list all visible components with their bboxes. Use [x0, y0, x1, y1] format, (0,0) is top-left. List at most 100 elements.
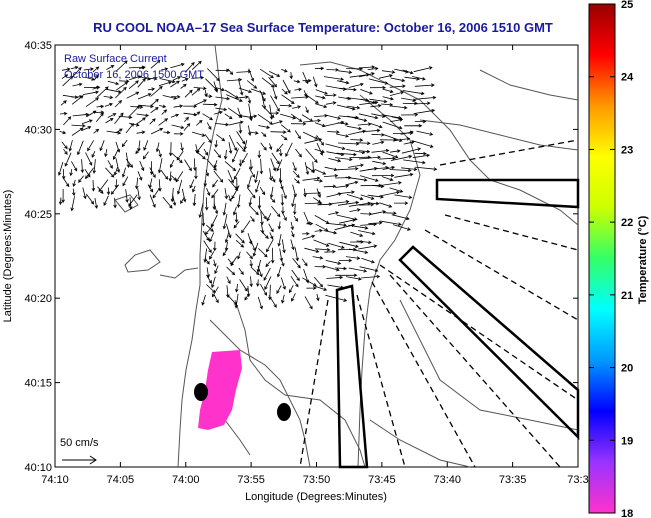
- current-vector: [202, 113, 214, 121]
- current-vector: [71, 95, 84, 105]
- current-vector: [293, 79, 301, 84]
- current-vector: [233, 168, 241, 180]
- current-vector: [61, 74, 69, 80]
- current-vector: [203, 180, 208, 188]
- current-vector: [60, 100, 67, 106]
- current-vector: [214, 122, 230, 127]
- plot-area: [54, 44, 579, 468]
- current-vector: [295, 148, 302, 158]
- current-vector: [414, 95, 437, 100]
- current-vector: [276, 159, 283, 172]
- current-vector: [327, 130, 340, 134]
- current-vector: [248, 68, 255, 82]
- current-vector: [293, 215, 299, 222]
- current-vector: [97, 186, 104, 195]
- current-vector: [129, 122, 140, 127]
- current-vector: [223, 149, 228, 160]
- current-vector: [302, 231, 310, 236]
- current-vector: [337, 200, 360, 206]
- current-vector: [85, 152, 93, 166]
- current-vector: [358, 113, 379, 120]
- current-vector: [196, 141, 205, 154]
- current-vector: [280, 113, 297, 120]
- current-vector: [224, 113, 233, 120]
- current-vector: [356, 240, 372, 245]
- y-tick-label: 40:15: [24, 378, 52, 390]
- current-vector: [158, 81, 172, 87]
- current-vector: [358, 149, 371, 154]
- current-vector: [238, 87, 253, 94]
- current-vector: [235, 233, 245, 244]
- current-vector: [149, 194, 156, 208]
- colorbar-tick-label: 18: [621, 508, 633, 518]
- colorbar-tick-label: 24: [621, 72, 634, 84]
- current-vector: [59, 130, 67, 135]
- current-vector: [259, 186, 266, 196]
- current-vector: [401, 167, 418, 171]
- current-vector: [105, 118, 114, 124]
- current-vector: [201, 212, 206, 227]
- current-vector: [326, 275, 344, 280]
- current-vector: [259, 68, 274, 79]
- current-vector: [184, 61, 195, 73]
- current-vector: [382, 96, 394, 101]
- current-vector: [285, 142, 293, 157]
- current-vector: [394, 172, 414, 178]
- current-vector: [181, 78, 189, 82]
- current-vector: [258, 206, 267, 220]
- current-vector: [282, 212, 287, 221]
- current-vector: [206, 274, 212, 284]
- current-vector: [336, 152, 357, 157]
- current-vector: [224, 161, 237, 172]
- current-vector: [93, 128, 100, 134]
- current-vector: [270, 158, 277, 172]
- current-vector: [236, 194, 241, 209]
- current-vector: [137, 188, 141, 201]
- current-vector: [171, 94, 181, 99]
- current-vector: [205, 169, 209, 177]
- current-vector: [276, 143, 284, 153]
- current-vector: [389, 149, 401, 153]
- current-vector: [61, 189, 65, 204]
- current-vector: [130, 105, 144, 109]
- current-vector: [227, 169, 234, 184]
- current-vector: [191, 131, 206, 137]
- current-vector: [159, 78, 176, 84]
- colorbar-tick-label: 20: [621, 363, 633, 375]
- current-vector: [268, 295, 277, 308]
- current-vector: [338, 70, 353, 74]
- current-vector: [414, 151, 427, 156]
- current-vector: [292, 170, 300, 178]
- current-vector: [64, 152, 72, 167]
- current-vector: [249, 276, 253, 288]
- current-vector: [358, 202, 375, 207]
- current-vector: [63, 148, 68, 155]
- current-vector: [304, 162, 310, 176]
- current-vector: [247, 125, 252, 137]
- current-vector: [392, 224, 411, 231]
- current-vector: [99, 140, 105, 152]
- current-vector: [272, 87, 278, 100]
- current-vector: [294, 130, 301, 140]
- current-vector: [324, 249, 336, 254]
- current-vector: [314, 247, 331, 252]
- current-vector: [137, 93, 152, 100]
- y-axis-label: Latitude (Degrees:Minutes): [2, 190, 14, 323]
- current-vector: [126, 91, 140, 99]
- current-vector: [215, 96, 231, 101]
- current-vector: [204, 134, 212, 144]
- current-vector: [191, 75, 205, 80]
- scale-label: 50 cm/s: [60, 437, 99, 449]
- current-vector: [246, 187, 256, 199]
- current-vector: [71, 66, 82, 78]
- current-vector: [214, 265, 219, 275]
- current-vector: [92, 159, 97, 174]
- current-vector: [222, 202, 227, 216]
- current-vector: [335, 266, 348, 271]
- current-vector: [337, 122, 349, 126]
- current-vector: [358, 230, 376, 236]
- current-vector: [113, 167, 118, 176]
- current-vector: [213, 259, 217, 267]
- current-vector: [214, 140, 218, 148]
- current-vector: [206, 158, 217, 171]
